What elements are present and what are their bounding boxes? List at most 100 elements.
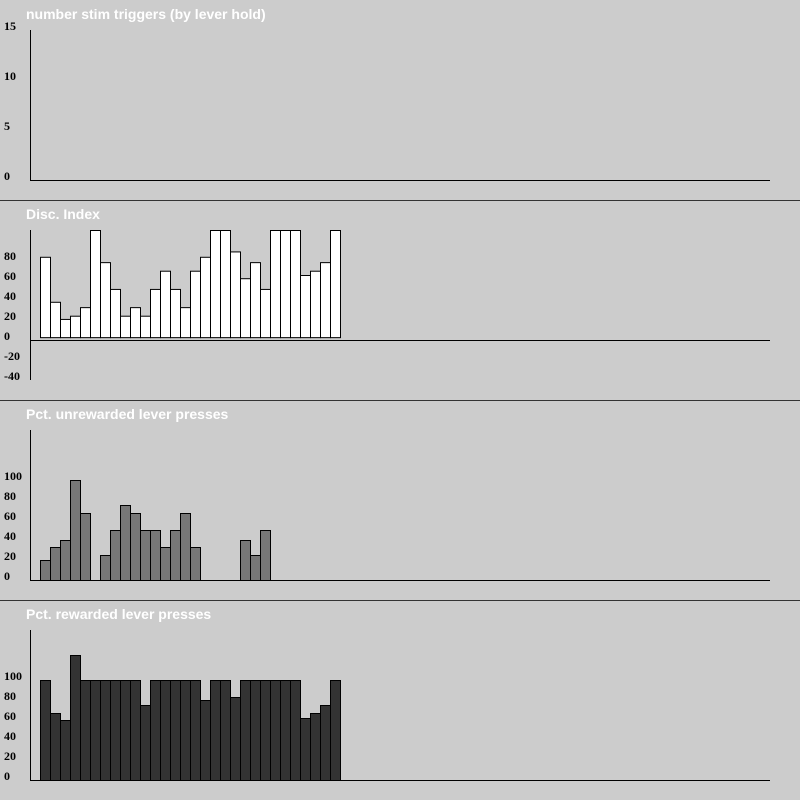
bar bbox=[250, 262, 261, 339]
y-tick-label: 60 bbox=[4, 709, 16, 723]
y-tick-label: 15 bbox=[4, 19, 16, 33]
y-tick-label: 80 bbox=[4, 689, 16, 703]
y-tick-label: 5 bbox=[4, 119, 10, 133]
bar bbox=[60, 720, 71, 781]
bar bbox=[110, 680, 121, 781]
y-tick-label: -40 bbox=[4, 369, 20, 383]
y-tick-label: 0 bbox=[4, 329, 10, 343]
bar bbox=[230, 251, 241, 339]
bars-group bbox=[40, 230, 341, 339]
bar bbox=[220, 230, 231, 339]
bar bbox=[210, 230, 221, 339]
bar bbox=[160, 547, 171, 581]
bar bbox=[260, 530, 271, 581]
bar bbox=[80, 513, 91, 581]
bar bbox=[260, 680, 271, 781]
bar bbox=[150, 680, 161, 781]
bar bbox=[60, 540, 71, 581]
bar bbox=[140, 705, 151, 781]
bar bbox=[330, 230, 341, 339]
bars-group bbox=[40, 655, 341, 781]
y-tick-label: 60 bbox=[4, 269, 16, 283]
bar bbox=[50, 301, 61, 339]
bar bbox=[120, 505, 131, 581]
y-tick-label: 40 bbox=[4, 529, 16, 543]
bar bbox=[170, 680, 181, 781]
bar bbox=[50, 547, 61, 581]
bar bbox=[160, 680, 171, 781]
bar bbox=[170, 288, 181, 339]
bar bbox=[180, 307, 191, 339]
bar bbox=[80, 307, 91, 339]
bar bbox=[130, 307, 141, 339]
y-tick-label: 60 bbox=[4, 509, 16, 523]
bar bbox=[310, 713, 321, 781]
bar bbox=[230, 697, 241, 781]
bar bbox=[70, 480, 81, 581]
bar bbox=[110, 288, 121, 339]
bar bbox=[140, 315, 151, 339]
y-tick-label: 0 bbox=[4, 169, 10, 183]
bar bbox=[320, 705, 331, 781]
bar bbox=[250, 680, 261, 781]
chart-title: Disc. Index bbox=[26, 206, 100, 222]
y-tick-label: -20 bbox=[4, 349, 20, 363]
y-tick-label: 40 bbox=[4, 289, 16, 303]
bar bbox=[100, 555, 111, 581]
bar bbox=[40, 680, 51, 781]
bar bbox=[40, 560, 51, 581]
stim-triggers-panel: number stim triggers (by lever hold) 0 5… bbox=[4, 6, 770, 183]
bars-group bbox=[40, 480, 271, 581]
bar bbox=[70, 315, 81, 339]
y-tick-label: 100 bbox=[4, 469, 22, 483]
bar bbox=[50, 713, 61, 781]
bar bbox=[120, 680, 131, 781]
y-tick-label: 10 bbox=[4, 69, 16, 83]
bar bbox=[210, 680, 221, 781]
y-tick-label: 80 bbox=[4, 489, 16, 503]
rewarded-presses-panel: Pct. rewarded lever presses 0 20 40 60 8… bbox=[4, 606, 770, 783]
y-tick-label: 100 bbox=[4, 669, 22, 683]
bar bbox=[70, 655, 81, 781]
bar bbox=[90, 680, 101, 781]
disc-index-panel: Disc. Index -40 -20 0 20 40 60 80 bbox=[4, 206, 770, 383]
y-tick-label: 20 bbox=[4, 309, 16, 323]
bar bbox=[200, 256, 211, 339]
y-tick-label: 20 bbox=[4, 749, 16, 763]
bar bbox=[150, 288, 161, 339]
unrewarded-presses-panel: Pct. unrewarded lever presses 0 20 40 60… bbox=[4, 406, 770, 583]
bar bbox=[260, 288, 271, 339]
y-tick-label: 40 bbox=[4, 729, 16, 743]
bar bbox=[270, 680, 281, 781]
bar bbox=[320, 262, 331, 339]
bar bbox=[150, 530, 161, 581]
bar bbox=[100, 680, 111, 781]
bar bbox=[270, 230, 281, 339]
bar bbox=[330, 680, 341, 781]
bar bbox=[300, 718, 311, 781]
bar bbox=[190, 270, 201, 339]
bar bbox=[190, 547, 201, 581]
bar bbox=[60, 318, 71, 339]
bar bbox=[240, 680, 251, 781]
bar bbox=[40, 256, 51, 339]
bar bbox=[300, 275, 311, 339]
chart-title: Pct. rewarded lever presses bbox=[26, 606, 211, 622]
bar bbox=[200, 700, 211, 781]
bar bbox=[130, 513, 141, 581]
bar bbox=[250, 555, 261, 581]
bar bbox=[80, 680, 91, 781]
bar bbox=[180, 680, 191, 781]
bar bbox=[140, 530, 151, 581]
bar bbox=[240, 540, 251, 581]
y-tick-label: 80 bbox=[4, 249, 16, 263]
chart-title: number stim triggers (by lever hold) bbox=[26, 6, 266, 22]
y-tick-label: 0 bbox=[4, 769, 10, 783]
bar bbox=[100, 262, 111, 339]
bar bbox=[90, 230, 101, 339]
bar bbox=[120, 315, 131, 339]
y-tick-label: 20 bbox=[4, 549, 16, 563]
bar bbox=[240, 278, 251, 339]
bar bbox=[280, 230, 291, 339]
